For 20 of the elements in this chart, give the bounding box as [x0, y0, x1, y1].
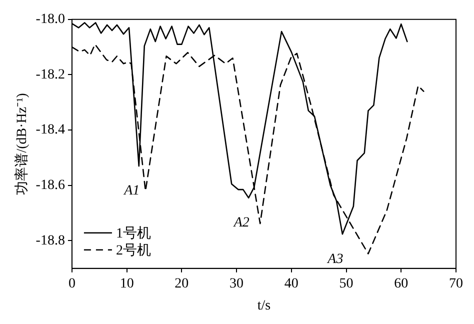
y-axis-title: 功率谱/(dB·Hz⁻¹) — [14, 92, 30, 195]
x-tick-label: 0 — [68, 276, 76, 292]
annotation: A1 — [123, 184, 140, 199]
y-tick-label: -18.8 — [36, 233, 65, 248]
y-tick-label: -18.6 — [36, 178, 65, 194]
x-tick-label: 50 — [339, 276, 354, 292]
x-tick-label: 30 — [230, 276, 244, 292]
annotation: A2 — [232, 216, 250, 231]
x-tick-label: 10 — [120, 276, 134, 292]
x-tick-label: 20 — [174, 276, 189, 292]
x-axis-title: t/s — [257, 298, 271, 314]
y-tick-label: -18.0 — [36, 12, 65, 28]
legend-label: 1号机 — [116, 226, 151, 242]
x-tick-label: 70 — [449, 276, 463, 292]
y-tick-label: -18.4 — [36, 122, 65, 138]
x-tick-label: 40 — [284, 276, 298, 292]
x-tick-label: 60 — [394, 276, 408, 292]
legend-label: 2号机 — [116, 242, 151, 259]
y-tick-label: -18.2 — [36, 67, 65, 82]
annotation: A3 — [326, 252, 344, 267]
